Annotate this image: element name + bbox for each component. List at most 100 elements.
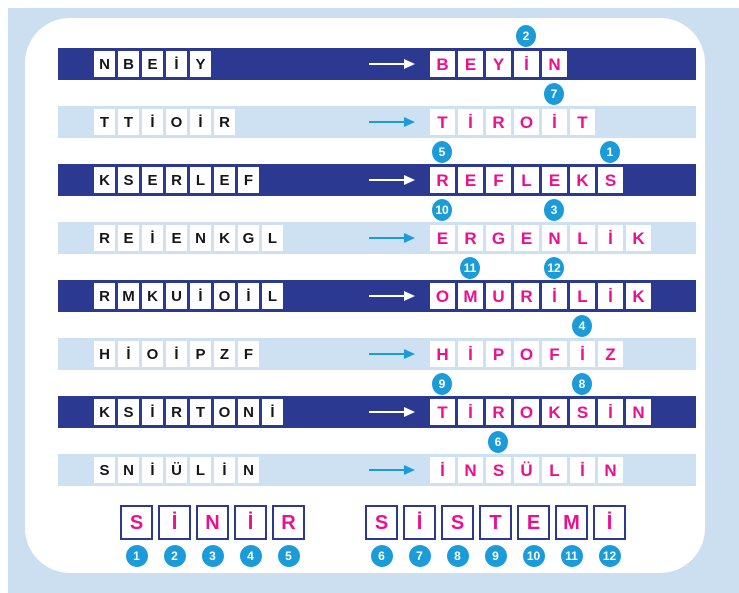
answer-letter-tile: K: [542, 399, 567, 425]
arrow-right-icon: [369, 407, 415, 417]
number-badge: 11: [460, 257, 480, 279]
scrambled-letter-tile: Y: [190, 51, 211, 77]
answer-letter-tile: L: [514, 167, 539, 193]
answer-letter-tile: Z: [598, 341, 623, 367]
scrambled-letter-tile: İ: [142, 457, 163, 483]
scrambled-letter-tile: S: [94, 457, 115, 483]
answer-letter-tile: Ü: [514, 457, 539, 483]
solution-letter-box: T: [479, 505, 512, 540]
number-badge: 8: [572, 373, 592, 395]
number-badge: 6: [488, 431, 508, 453]
arrow-box: [364, 280, 420, 312]
arrow-box: [364, 106, 420, 138]
scrambled-letter-tile: K: [214, 225, 235, 251]
answer-letter-tile: O: [514, 109, 539, 135]
solution-letter-column: E 10: [517, 505, 550, 567]
solution-letter-box: E: [517, 505, 550, 540]
number-badge: 7: [544, 83, 564, 105]
answer-letter-tile: L: [570, 225, 595, 251]
scrambled-letter-tile: İ: [142, 109, 163, 135]
number-badge: 6: [370, 545, 393, 567]
solution-letter-box: N: [196, 505, 229, 540]
answer-letter-tile: S: [570, 399, 595, 425]
scrambled-letter-tile: İ: [262, 399, 283, 425]
scrambled-letter-tile: T: [190, 399, 211, 425]
answer-letter-tile: İ: [458, 341, 483, 367]
solution-letter-box: İ: [234, 505, 267, 540]
answer-letter-tile: İ: [458, 109, 483, 135]
solution-letter-box: S: [441, 505, 474, 540]
number-badge: 2: [516, 25, 536, 47]
solution-letter-box: İ: [403, 505, 436, 540]
scrambled-letter-tile: O: [214, 283, 235, 309]
scrambled-letter-tile: E: [142, 51, 163, 77]
scrambled-letter-tile: İ: [166, 341, 187, 367]
scrambled-letter-tile: R: [94, 225, 115, 251]
scrambled-letter-tile: L: [190, 167, 211, 193]
answer-letter-tile: L: [542, 457, 567, 483]
scrambled-letter-tile: İ: [166, 51, 187, 77]
scrambled-letter-tile: E: [214, 167, 235, 193]
scrambled-letter-tile: E: [142, 167, 163, 193]
answer-letter-tile: R: [486, 399, 511, 425]
answer-letter-tile: T: [570, 109, 595, 135]
number-badge: 3: [544, 199, 564, 221]
solution-letter-column: M 11: [555, 505, 588, 567]
scrambled-letter-tile: H: [94, 341, 115, 367]
scrambled-letter-tile: L: [262, 225, 283, 251]
answer-letter-tile: N: [626, 399, 651, 425]
arrow-box: [364, 396, 420, 428]
answer-letter-tile: E: [458, 51, 483, 77]
number-badge: 12: [544, 257, 564, 279]
scrambled-letter-tile: P: [190, 341, 211, 367]
scrambled-letter-tile: İ: [238, 283, 259, 309]
answer-letter-tile: İ: [598, 399, 623, 425]
answer-letter-tile: E: [430, 225, 455, 251]
scrambled-letter-tile: R: [214, 109, 235, 135]
scrambled-letter-tile: G: [238, 225, 259, 251]
scrambled-letter-tile: U: [166, 283, 187, 309]
arrow-right-icon: [369, 291, 415, 301]
answer-letter-tile: R: [458, 225, 483, 251]
answer-letter-tile: T: [430, 399, 455, 425]
answer-letter-tile: F: [486, 167, 511, 193]
scrambled-letter-tile: Ü: [166, 457, 187, 483]
solution-letter-box: S: [365, 505, 398, 540]
arrow-right-icon: [369, 233, 415, 243]
scrambled-letter-tile: B: [118, 51, 139, 77]
answer-letter-tile: İ: [542, 283, 567, 309]
number-badge: 1: [600, 141, 620, 163]
answer-letter-tile: İ: [598, 283, 623, 309]
answer-letter-tile: B: [430, 51, 455, 77]
scrambled-letter-tile: İ: [118, 341, 139, 367]
arrow-right-icon: [369, 175, 415, 185]
scrambled-letter-tile: R: [94, 283, 115, 309]
solution-letter-box: İ: [593, 505, 626, 540]
scrambled-letter-tile: İ: [142, 225, 163, 251]
scrambled-letter-tile: N: [238, 457, 259, 483]
answer-letter-tile: N: [598, 457, 623, 483]
number-badge: 1: [125, 545, 148, 567]
number-badge: 10: [522, 545, 545, 567]
scrambled-letter-tile: R: [166, 399, 187, 425]
answer-letter-tile: İ: [570, 457, 595, 483]
scrambled-letter-tile: K: [142, 283, 163, 309]
answer-letter-tile: N: [542, 51, 567, 77]
